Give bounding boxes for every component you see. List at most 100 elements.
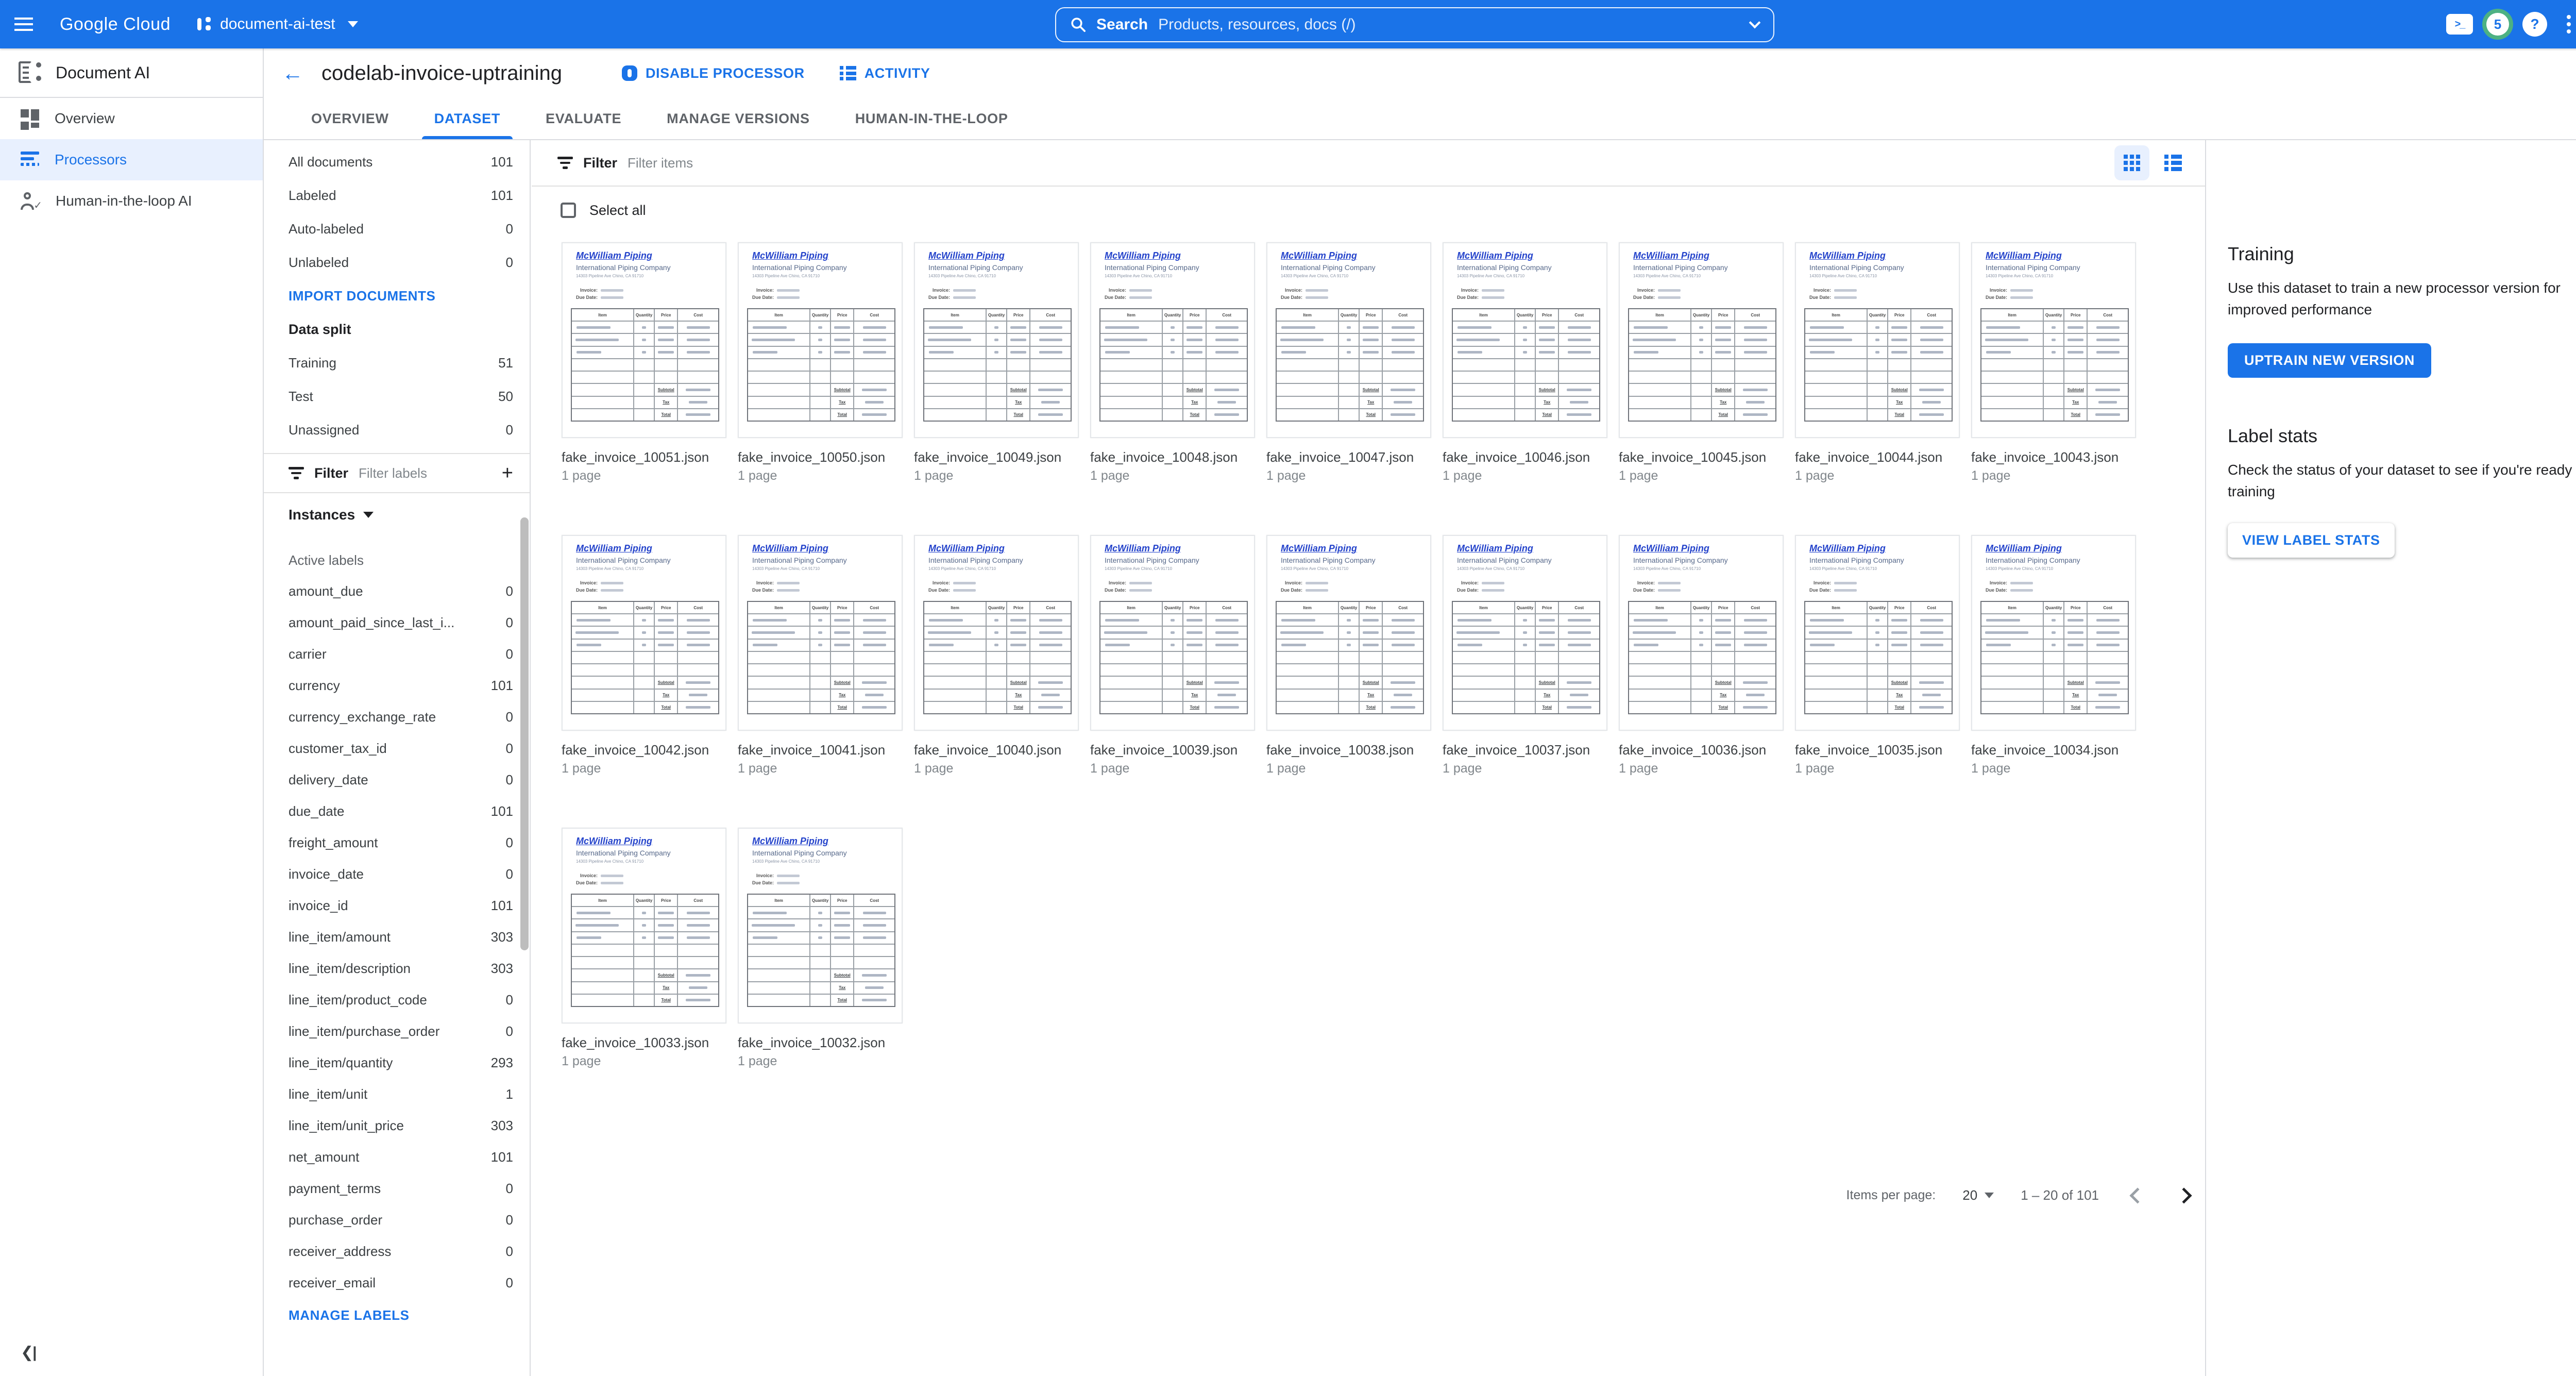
filter-auto-labeled[interactable]: Auto-labeled 0: [289, 221, 513, 237]
document-card[interactable]: McWilliam Piping International Piping Co…: [1619, 535, 1784, 776]
document-card[interactable]: McWilliam Piping International Piping Co…: [914, 535, 1079, 776]
disable-processor-button[interactable]: DISABLE PROCESSOR: [621, 65, 805, 81]
sidebar-item-processors[interactable]: Processors: [0, 139, 263, 180]
document-filename[interactable]: fake_invoice_10050.json: [738, 449, 886, 465]
document-filename[interactable]: fake_invoice_10047.json: [1266, 449, 1414, 465]
document-card[interactable]: McWilliam Piping International Piping Co…: [562, 828, 726, 1069]
document-filename[interactable]: fake_invoice_10033.json: [562, 1035, 709, 1050]
instances-dropdown[interactable]: Instances: [264, 493, 530, 536]
document-card[interactable]: McWilliam Piping International Piping Co…: [738, 828, 903, 1069]
document-filename[interactable]: fake_invoice_10043.json: [1971, 449, 2119, 465]
document-filename[interactable]: fake_invoice_10039.json: [1090, 742, 1238, 758]
filter-labeled[interactable]: Labeled 101: [289, 188, 513, 203]
main-menu-button[interactable]: [0, 0, 47, 48]
doc-thumbnail[interactable]: McWilliam Piping International Piping Co…: [562, 535, 726, 731]
add-label-icon[interactable]: +: [501, 462, 513, 484]
label-row[interactable]: carrier 0: [264, 639, 530, 670]
document-filename[interactable]: fake_invoice_10048.json: [1090, 449, 1238, 465]
document-card[interactable]: McWilliam Piping International Piping Co…: [1971, 535, 2136, 776]
label-row[interactable]: receiver_address 0: [264, 1236, 530, 1267]
doc-thumbnail[interactable]: McWilliam Piping International Piping Co…: [1619, 535, 1784, 731]
search-expand-icon[interactable]: [1749, 16, 1761, 29]
tab-evaluate[interactable]: EVALUATE: [546, 110, 622, 126]
doc-thumbnail[interactable]: McWilliam Piping International Piping Co…: [1619, 242, 1784, 438]
label-row[interactable]: line_item/unit_price 303: [264, 1110, 530, 1142]
doc-thumbnail[interactable]: McWilliam Piping International Piping Co…: [1090, 535, 1255, 731]
document-card[interactable]: McWilliam Piping International Piping Co…: [1443, 535, 1607, 776]
label-row[interactable]: line_item/product_code 0: [264, 984, 530, 1016]
label-row[interactable]: line_item/amount 303: [264, 921, 530, 953]
document-card[interactable]: McWilliam Piping International Piping Co…: [1266, 242, 1431, 483]
document-filename[interactable]: fake_invoice_10041.json: [738, 742, 886, 758]
document-filename[interactable]: fake_invoice_10036.json: [1619, 742, 1767, 758]
doc-thumbnail[interactable]: McWilliam Piping International Piping Co…: [738, 535, 903, 731]
filter-labels-input[interactable]: [359, 465, 492, 481]
sidebar-item-overview[interactable]: Overview: [0, 98, 263, 139]
project-picker[interactable]: document-ai-test: [197, 15, 358, 33]
label-row[interactable]: invoice_id 101: [264, 890, 530, 921]
document-card[interactable]: McWilliam Piping International Piping Co…: [914, 242, 1079, 483]
label-row[interactable]: currency 101: [264, 670, 530, 701]
label-row[interactable]: freight_amount 0: [264, 827, 530, 859]
activity-button[interactable]: ACTIVITY: [839, 65, 930, 81]
import-documents-button[interactable]: IMPORT DOCUMENTS: [289, 288, 436, 304]
document-filename[interactable]: fake_invoice_10051.json: [562, 449, 709, 465]
document-card[interactable]: McWilliam Piping International Piping Co…: [1443, 242, 1607, 483]
document-card[interactable]: McWilliam Piping International Piping Co…: [738, 535, 903, 776]
filter-all-documents[interactable]: All documents 101: [289, 154, 513, 170]
back-button[interactable]: ←: [282, 61, 303, 85]
page-size-select[interactable]: 20: [1962, 1187, 1994, 1203]
list-view-button[interactable]: [2156, 145, 2191, 180]
label-row[interactable]: currency_exchange_rate 0: [264, 701, 530, 733]
doc-thumbnail[interactable]: McWilliam Piping International Piping Co…: [562, 828, 726, 1023]
doc-thumbnail[interactable]: McWilliam Piping International Piping Co…: [1971, 535, 2136, 731]
help-icon[interactable]: ?: [2522, 12, 2547, 37]
search-bar[interactable]: Search Products, resources, docs (/): [1055, 7, 1774, 42]
collapse-sidebar-icon[interactable]: ❮|: [21, 1344, 37, 1361]
document-card[interactable]: McWilliam Piping International Piping Co…: [1795, 535, 1960, 776]
document-card[interactable]: McWilliam Piping International Piping Co…: [1090, 535, 1255, 776]
doc-thumbnail[interactable]: McWilliam Piping International Piping Co…: [1795, 535, 1960, 731]
doc-thumbnail[interactable]: McWilliam Piping International Piping Co…: [914, 242, 1079, 438]
doc-thumbnail[interactable]: McWilliam Piping International Piping Co…: [1266, 535, 1431, 731]
doc-thumbnail[interactable]: McWilliam Piping International Piping Co…: [1795, 242, 1960, 438]
filter-unlabeled[interactable]: Unlabeled 0: [289, 255, 513, 270]
tab-manage-versions[interactable]: MANAGE VERSIONS: [667, 110, 810, 126]
google-cloud-logo[interactable]: Google Cloud: [60, 14, 171, 34]
doc-thumbnail[interactable]: McWilliam Piping International Piping Co…: [1971, 242, 2136, 438]
filter-unassigned[interactable]: Unassigned 0: [289, 422, 513, 438]
document-filename[interactable]: fake_invoice_10038.json: [1266, 742, 1414, 758]
tab-dataset[interactable]: DATASET: [412, 98, 523, 139]
tab-overview[interactable]: OVERVIEW: [311, 110, 389, 126]
uptrain-new-version-button[interactable]: UPTRAIN NEW VERSION: [2228, 343, 2431, 378]
document-card[interactable]: McWilliam Piping International Piping Co…: [1971, 242, 2136, 483]
select-all-checkbox[interactable]: [561, 203, 576, 218]
document-card[interactable]: McWilliam Piping International Piping Co…: [1266, 535, 1431, 776]
label-row[interactable]: customer_tax_id 0: [264, 733, 530, 764]
document-filename[interactable]: fake_invoice_10044.json: [1795, 449, 1943, 465]
label-row[interactable]: line_item/description 303: [264, 953, 530, 984]
label-row[interactable]: line_item/purchase_order 0: [264, 1016, 530, 1047]
document-card[interactable]: McWilliam Piping International Piping Co…: [562, 535, 726, 776]
document-filename[interactable]: fake_invoice_10032.json: [738, 1035, 886, 1050]
doc-thumbnail[interactable]: McWilliam Piping International Piping Co…: [738, 828, 903, 1023]
tab-hitl[interactable]: HUMAN-IN-THE-LOOP: [855, 110, 1008, 126]
label-row[interactable]: invoice_date 0: [264, 859, 530, 890]
label-row[interactable]: due_date 101: [264, 796, 530, 827]
document-filename[interactable]: fake_invoice_10037.json: [1443, 742, 1590, 758]
doc-thumbnail[interactable]: McWilliam Piping International Piping Co…: [1443, 242, 1607, 438]
label-row[interactable]: amount_paid_since_last_i... 0: [264, 607, 530, 639]
doc-thumbnail[interactable]: McWilliam Piping International Piping Co…: [1443, 535, 1607, 731]
doc-thumbnail[interactable]: McWilliam Piping International Piping Co…: [914, 535, 1079, 731]
label-row[interactable]: line_item/quantity 293: [264, 1047, 530, 1079]
view-label-stats-button[interactable]: VIEW LABEL STATS: [2228, 523, 2395, 558]
next-page-icon[interactable]: [2176, 1187, 2192, 1204]
document-filename[interactable]: fake_invoice_10040.json: [914, 742, 1062, 758]
panel-scrollbar[interactable]: [520, 517, 529, 950]
doc-thumbnail[interactable]: McWilliam Piping International Piping Co…: [562, 242, 726, 438]
document-filename[interactable]: fake_invoice_10035.json: [1795, 742, 1943, 758]
label-row[interactable]: delivery_date 0: [264, 764, 530, 796]
document-filename[interactable]: fake_invoice_10045.json: [1619, 449, 1767, 465]
label-row[interactable]: line_item/unit 1: [264, 1079, 530, 1110]
label-row[interactable]: receiver_email 0: [264, 1267, 530, 1299]
